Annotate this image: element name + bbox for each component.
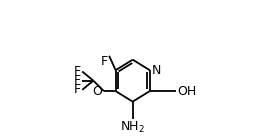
Text: O: O bbox=[93, 85, 103, 98]
Text: F: F bbox=[101, 55, 108, 68]
Text: F: F bbox=[74, 65, 81, 78]
Text: OH: OH bbox=[177, 85, 196, 98]
Text: NH$_2$: NH$_2$ bbox=[120, 120, 145, 135]
Text: F: F bbox=[74, 74, 81, 87]
Text: N: N bbox=[151, 64, 161, 77]
Text: F: F bbox=[74, 83, 81, 96]
